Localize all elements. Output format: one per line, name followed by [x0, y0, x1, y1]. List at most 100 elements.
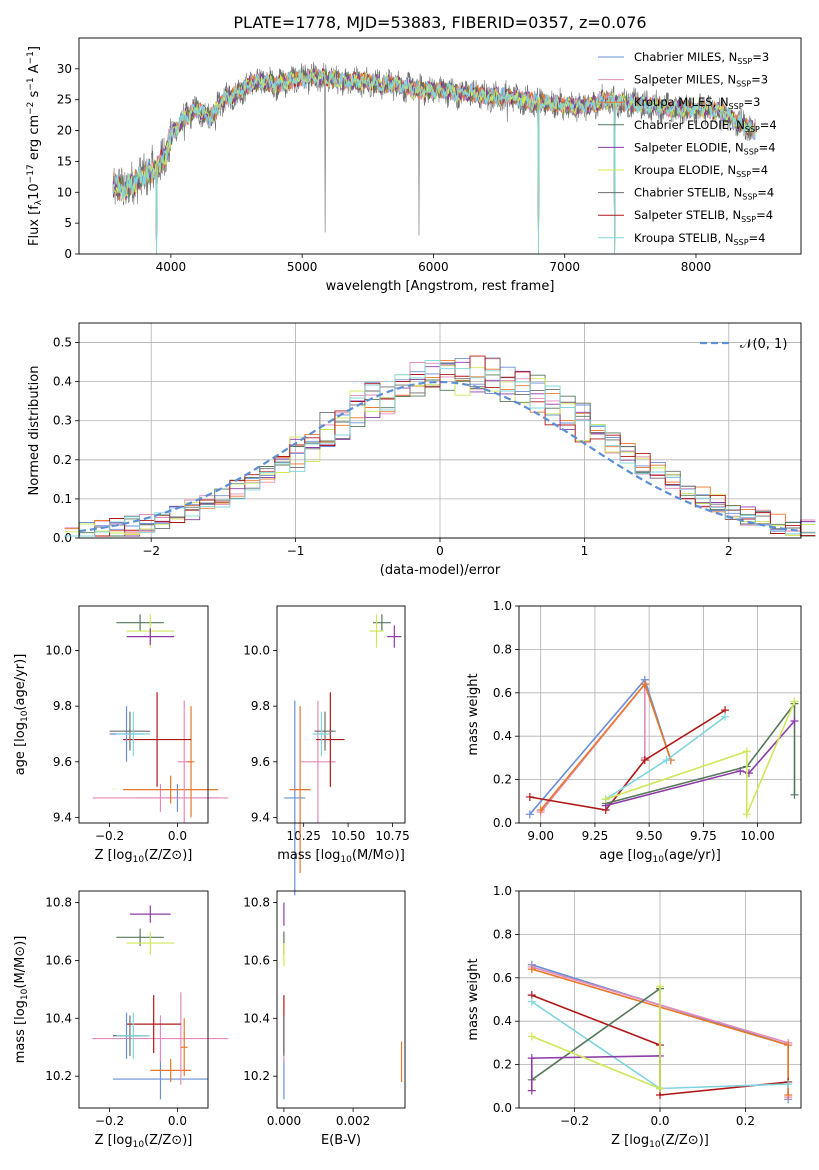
grid: [519, 605, 801, 824]
legend-label-chabrier_stelib: Chabrier STELIB, NSSP=4: [634, 186, 774, 202]
legend-label-gaussian: 𝒩(0, 1): [740, 337, 787, 352]
errorbar-chabrier_miles: [112, 1058, 208, 1100]
x-axis-label: mass [log10(M/M⊙)]: [277, 848, 405, 865]
y-tick-label: 0.6: [493, 686, 512, 700]
errorbar-salpeter_stelib: [123, 692, 192, 787]
marker: [721, 712, 730, 721]
marker: [736, 766, 745, 775]
y-tick-label: 0.1: [53, 492, 72, 506]
ebv_mass-panel: 0.000 0.002 10.2 10.4 10.6 10.8 E(B-V): [243, 890, 406, 1148]
y-axis-label: mass weight: [466, 958, 481, 1040]
series-chabrier_miles: [525, 675, 675, 819]
x-tick-label: 0.002: [336, 1114, 370, 1128]
residuals-panel: −2 −1 0 1 2 0.0 0.1 0.2 0.3 0.4 0.5 (data-model)/er…: [27, 322, 816, 578]
y-tick-label: 10.4: [45, 1011, 72, 1025]
x-tick-label: 6000: [418, 260, 449, 274]
legend-label-chabrier_elodie: Chabrier ELODIE, NSSP=4: [634, 118, 777, 134]
errorbar-salpeter_elodie: [387, 625, 402, 648]
x-tick-label: 7000: [549, 260, 580, 274]
marker: [790, 790, 799, 799]
x-axis-label: Z [log10(Z/Z⊙)]: [611, 1133, 709, 1150]
y-tick-label: 0.2: [493, 773, 512, 787]
y-axis-label: age [log10(age/yr)]: [13, 654, 30, 776]
y-tick-label: 0.3: [53, 414, 72, 428]
errorbar-salpeter_elodie: [129, 905, 171, 923]
plot-area: [92, 905, 229, 1100]
y-tick-label: 10.0: [45, 644, 72, 658]
weight_age-panel: 9.00 9.25 9.50 9.75 10.00 0.0 0.2 0.4 0.6 0.8 1.0 a…: [466, 599, 802, 865]
y-tick-label: 10.8: [243, 896, 270, 910]
x-tick-label: 10.00: [740, 829, 774, 843]
axes-frame: [518, 605, 802, 824]
marker: [784, 1041, 793, 1050]
y-tick-label: 10: [57, 185, 72, 199]
y-tick-label: 0.0: [493, 816, 512, 830]
x-tick-label: 1: [581, 544, 589, 558]
plot-area: [112, 62, 756, 254]
errorbar-chabrier_elodie: [373, 614, 391, 632]
legend-label-kroupa_elodie: Kroupa ELODIE, NSSP=4: [634, 163, 768, 179]
legend-label-salpeter_stelib: Salpeter STELIB, NSSP=4: [634, 208, 773, 224]
y-tick-label: 10.6: [45, 953, 72, 967]
y-tick-label: 1.0: [493, 884, 512, 898]
marker: [656, 1084, 664, 1093]
series-kroupa_elodie: [527, 982, 664, 1093]
y-tick-label: 10.8: [45, 896, 72, 910]
series-kroupa_elodie: [601, 697, 799, 819]
errorbar-salpeter_miles: [92, 1015, 229, 1062]
legend-label-salpeter_miles: Salpeter MILES, NSSP=3: [634, 73, 768, 89]
y-tick-label: 9.4: [53, 810, 72, 824]
x-axis-label: (data-model)/error: [380, 563, 501, 578]
legend-label-kroupa_stelib: Kroupa STELIB, NSSP=4: [634, 231, 765, 247]
x-tick-label: 0.2: [736, 1114, 755, 1128]
y-tick-label: 0: [64, 247, 72, 261]
x-tick-label: −1: [287, 544, 305, 558]
axes-frame: [78, 890, 209, 1109]
errorbar-salpeter_stelib: [316, 692, 345, 787]
legend: Chabrier MILES, NSSP=3 Salpeter MILES, NS…: [598, 50, 777, 247]
x-tick-label: −0.2: [95, 829, 124, 843]
errorbar-salpeter_miles: [177, 992, 185, 1085]
errorbar-chabrier_stelib: [314, 711, 336, 751]
y-tick-label: 10.2: [45, 1069, 72, 1083]
y-tick-label: 0.5: [53, 336, 72, 350]
y-axis-label: mass weight: [466, 673, 481, 755]
marker: [527, 1086, 536, 1095]
axes-frame: [78, 322, 802, 539]
y-tick-label: 15: [57, 154, 72, 168]
errorbar-salpeter_stelib: [126, 995, 181, 1054]
histogram-kroupa_stelib: [64, 360, 816, 537]
y-tick-label: 9.6: [251, 755, 270, 769]
figure-title: PLATE=1778, MJD=53883, FIBERID=0357, z=0…: [233, 13, 646, 32]
y-tick-label: 25: [57, 93, 72, 107]
y-tick-label: 0.4: [493, 1014, 512, 1028]
marker: [536, 805, 545, 814]
errorbar-kroupa_elodie: [126, 931, 175, 955]
mass_age-panel: 10.25 10.50 10.75 9.4 9.6 9.8 10.0 mass [log10(…: [243, 605, 410, 896]
marker: [790, 717, 799, 726]
errorbar-kroupa_stelib: [116, 711, 151, 757]
x-tick-label: 9.00: [527, 829, 554, 843]
y-tick-label: 30: [57, 62, 72, 76]
x-tick-label: 5000: [287, 260, 318, 274]
spectrum-panel: 4000 5000 6000 7000 8000 0 5 10 15 20 25 30 waveleng…: [26, 37, 802, 294]
weight_z-panel: −0.2 0.0 0.2 0.0 0.2 0.4 0.6 0.8 1.0 Z [log10(Z/Z…: [466, 884, 802, 1150]
series-kroupa_miles: [536, 680, 675, 814]
marker: [742, 810, 751, 819]
x-tick-label: 0.0: [168, 1114, 187, 1128]
legend-label-chabrier_miles: Chabrier MILES, NSSP=3: [634, 50, 769, 66]
errorbar-chabrier_stelib: [109, 711, 151, 751]
y-tick-label: 10.4: [243, 1011, 270, 1025]
marker: [527, 997, 536, 1006]
z_age-panel: −0.2 0.0 9.4 9.6 9.8 10.0 Z [log10(Z/Z⊙)] age […: [13, 605, 229, 865]
x-tick-label: −2: [142, 544, 160, 558]
errorbar-kroupa_miles: [123, 775, 219, 804]
errorbar-kroupa_elodie: [369, 614, 384, 648]
marker: [601, 795, 610, 804]
z_mass-panel: −0.2 0.0 10.2 10.4 10.6 10.8 Z [log10(Z/Z⊙)] ma…: [13, 890, 229, 1150]
marker: [784, 1080, 793, 1089]
y-tick-label: 9.6: [53, 755, 72, 769]
errorbar-kroupa_stelib: [116, 1012, 151, 1059]
y-tick-label: 9.4: [251, 810, 270, 824]
marker: [527, 1054, 536, 1063]
